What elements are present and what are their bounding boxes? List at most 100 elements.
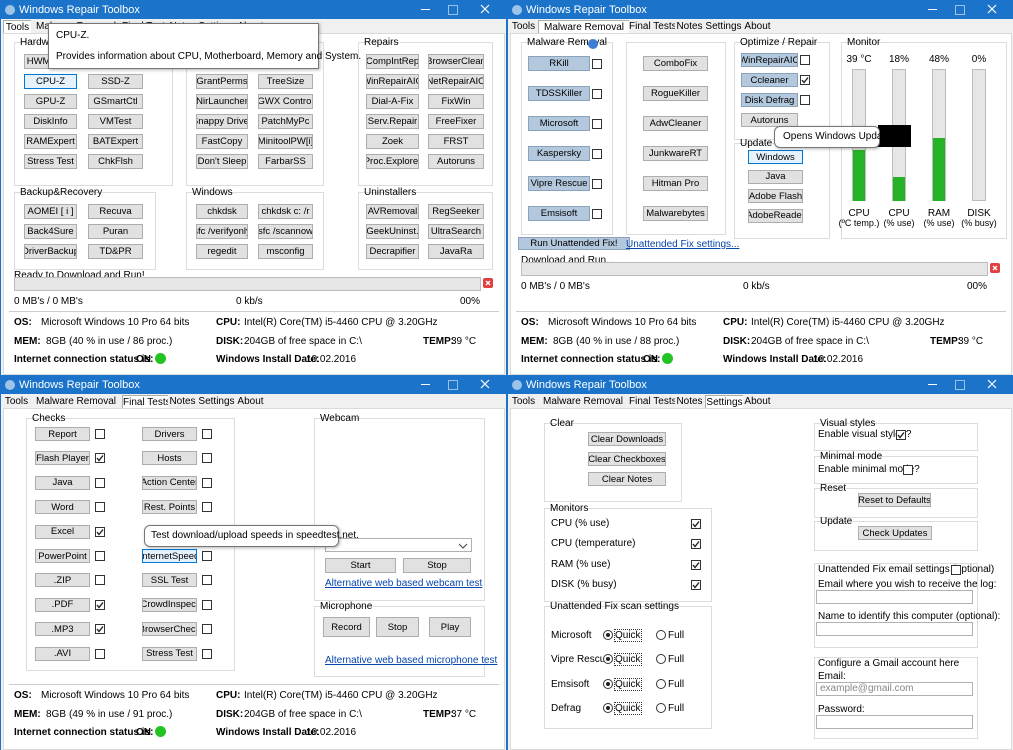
button[interactable]: Drivers: [142, 427, 197, 441]
radio[interactable]: [656, 702, 666, 713]
close-button[interactable]: [986, 3, 998, 15]
button[interactable]: Hosts: [142, 451, 197, 466]
button[interactable]: CompIntRep: [366, 54, 419, 69]
checkbox[interactable]: [95, 599, 105, 610]
radio[interactable]: [603, 654, 613, 665]
cancel-button[interactable]: [990, 263, 1000, 273]
button[interactable]: Snappy Driver: [196, 114, 248, 129]
radio[interactable]: [603, 630, 613, 640]
button[interactable]: GPU-Z: [24, 94, 77, 109]
radio[interactable]: [603, 702, 613, 713]
button[interactable]: Stress Test: [24, 154, 77, 169]
button[interactable]: Autoruns: [741, 113, 798, 127]
button[interactable]: Proc.Explorer: [366, 154, 419, 169]
button[interactable]: Clear Notes: [588, 472, 666, 486]
tab[interactable]: Settings: [705, 395, 744, 409]
button[interactable]: CPU-Z: [24, 74, 77, 89]
tab[interactable]: Tools: [510, 395, 537, 408]
button[interactable]: GrantPerms: [196, 74, 248, 89]
button[interactable]: AOMEI [ i ]: [24, 204, 77, 219]
checkbox[interactable]: [202, 429, 212, 439]
checkbox[interactable]: [95, 477, 105, 488]
minimize-button[interactable]: [928, 9, 937, 10]
button[interactable]: Puran: [88, 224, 143, 239]
button[interactable]: Start: [325, 558, 396, 573]
button[interactable]: FRST: [428, 134, 484, 149]
button[interactable]: DiskInfo: [24, 114, 77, 129]
button[interactable]: Check Updates: [858, 526, 932, 540]
button[interactable]: Kaspersky: [528, 146, 590, 161]
button[interactable]: Play: [429, 617, 471, 637]
checkbox[interactable]: [800, 95, 810, 105]
tab[interactable]: Notes: [675, 395, 704, 408]
checkbox[interactable]: [202, 599, 212, 610]
button[interactable]: Malwarebytes: [643, 206, 708, 221]
close-button[interactable]: [479, 3, 491, 15]
tab[interactable]: Final Tests: [629, 20, 677, 33]
button[interactable]: PatchMyPc: [258, 114, 313, 129]
minimize-button[interactable]: [928, 384, 937, 385]
button[interactable]: Recuva: [88, 204, 143, 219]
button[interactable]: MinitoolPW[i]: [258, 134, 313, 149]
button[interactable]: TreeSize: [258, 74, 313, 89]
minimize-button[interactable]: [421, 384, 430, 385]
checkbox[interactable]: [95, 429, 105, 439]
checkbox[interactable]: [592, 179, 602, 189]
email-input[interactable]: example@gmail.com: [816, 682, 973, 696]
button[interactable]: .AVI: [35, 646, 90, 661]
tab[interactable]: About: [236, 395, 265, 408]
tab[interactable]: Tools: [3, 395, 30, 408]
radio[interactable]: [603, 678, 613, 689]
button[interactable]: regedit: [196, 244, 248, 259]
button[interactable]: Report: [35, 427, 90, 441]
button[interactable]: RKill: [528, 56, 590, 71]
button[interactable]: WinRepairAIO: [741, 53, 798, 67]
button[interactable]: Action Center: [142, 475, 197, 490]
tab[interactable]: Malware Removal: [538, 395, 628, 408]
checkbox[interactable]: [95, 624, 105, 635]
checkbox[interactable]: [592, 209, 602, 219]
button[interactable]: Back4Sure: [24, 224, 77, 239]
tab[interactable]: Malware Removal: [31, 395, 121, 408]
button[interactable]: JunkwareRT: [643, 146, 708, 161]
maximize-button[interactable]: [448, 5, 458, 15]
checkbox[interactable]: [951, 565, 961, 575]
info-icon[interactable]: [588, 39, 598, 49]
button[interactable]: FastCopy: [196, 134, 248, 149]
button[interactable]: Vipre Rescue: [528, 176, 590, 191]
checkbox[interactable]: [592, 149, 602, 159]
button[interactable]: PowerPoint: [35, 549, 90, 563]
button[interactable]: .MP3: [35, 622, 90, 637]
button[interactable]: Reset to Defaults: [858, 493, 931, 507]
checkbox[interactable]: [800, 55, 810, 65]
button[interactable]: Autoruns: [428, 154, 484, 169]
button[interactable]: AVRemoval: [366, 204, 419, 219]
tab[interactable]: Notes: [168, 395, 197, 408]
tab[interactable]: Final Tests: [122, 395, 171, 409]
receive-input[interactable]: [816, 590, 973, 604]
settings-link[interactable]: Unattended Fix settings...: [626, 239, 740, 250]
button[interactable]: GeekUninst.: [366, 224, 419, 239]
checkbox[interactable]: [95, 453, 105, 464]
button[interactable]: msconfig: [258, 244, 313, 259]
button[interactable]: BrowserClean: [428, 54, 484, 69]
button[interactable]: Stop: [403, 558, 471, 573]
checkbox[interactable]: [800, 75, 810, 85]
checkbox[interactable]: [202, 453, 212, 464]
button[interactable]: Dial-A-Fix: [366, 94, 419, 109]
button[interactable]: SSL Test: [142, 573, 197, 588]
button[interactable]: ChkFlsh: [88, 154, 143, 169]
close-button[interactable]: [986, 378, 998, 390]
tab[interactable]: Tools: [3, 20, 32, 34]
button[interactable]: FarbarSS: [258, 154, 313, 169]
webcam-select[interactable]: [325, 538, 472, 552]
button[interactable]: CrowdInspect: [142, 597, 197, 612]
button[interactable]: VMTest: [88, 114, 143, 129]
button[interactable]: BATExpert: [88, 134, 143, 149]
button[interactable]: Disk Defrag: [741, 93, 798, 107]
radio[interactable]: [656, 654, 666, 665]
button[interactable]: Record: [323, 617, 370, 637]
minimize-button[interactable]: [421, 9, 430, 10]
checkbox[interactable]: [202, 648, 212, 659]
computer-input[interactable]: [816, 622, 973, 636]
